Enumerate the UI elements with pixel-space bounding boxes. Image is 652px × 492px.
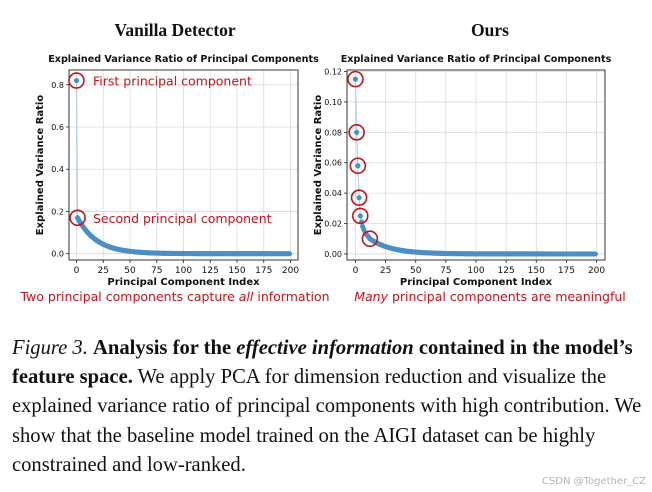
data-point	[286, 251, 293, 257]
x-tick-label: 175	[255, 266, 272, 276]
x-tick-label: 175	[558, 266, 575, 276]
caption-bold-2: contained in the model’s feature space.	[12, 337, 633, 389]
annotation-label: First principal component	[93, 74, 252, 89]
watermark: CSDN @Together_CZ	[541, 476, 646, 487]
x-tick-label: 200	[282, 266, 299, 276]
chart-panel-1: Vanilla Detector Explained Variance Ratio…	[19, 20, 329, 304]
figure-label: Figure 3.	[12, 337, 88, 359]
grid	[69, 70, 298, 260]
panel-title: Vanilla Detector	[114, 20, 236, 40]
footnote-text: principal components are meaningful	[388, 289, 626, 304]
data-point	[592, 251, 598, 257]
annotation-label: Second principal component	[93, 211, 272, 226]
x-axis-label: Principal Component Index	[107, 277, 260, 288]
y-tick-label: 0.6	[51, 123, 64, 132]
footnote-text: Two principal components capture	[19, 289, 238, 304]
data-points	[352, 76, 598, 257]
x-tick-label: 25	[380, 266, 391, 276]
y-tick-label: 0.0	[51, 250, 64, 259]
panel-footnote: Two principal components capture all inf…	[19, 289, 329, 304]
data-point	[354, 129, 360, 135]
x-tick-label: 100	[467, 266, 484, 276]
highlight-circle	[68, 72, 85, 89]
figure-caption: Figure 3. Analysis for the effective inf…	[12, 334, 642, 480]
y-tick-label: 0.4	[51, 165, 64, 174]
x-tick-label: 150	[528, 266, 545, 276]
highlight-circle	[348, 124, 365, 141]
footnote-emphasis: Many	[354, 289, 388, 304]
highlight-circle	[361, 230, 379, 248]
y-axis-label: Explained Variance Ratio	[313, 95, 324, 236]
y-tick-label: 0.04	[324, 189, 342, 198]
data-point	[352, 76, 359, 82]
y-tick-label: 0.08	[324, 128, 342, 137]
y-tick-label: 0.2	[51, 207, 64, 216]
panel-title: Ours	[471, 20, 509, 40]
caption-bold-1: Analysis for the	[93, 337, 232, 359]
panel-footnote: Many principal components are meaningful	[354, 289, 626, 304]
footnote-text: information	[253, 289, 329, 304]
x-axis-label: Principal Component Index	[400, 277, 553, 288]
x-tick-label: 150	[228, 266, 245, 276]
caption-body: We apply PCA for dimension reduction and…	[12, 366, 642, 476]
y-tick-label: 0.02	[324, 220, 342, 229]
x-tick-label: 125	[498, 266, 515, 276]
series-line	[75, 80, 290, 255]
y-tick-label: 0.12	[324, 68, 342, 77]
y-tick-label: 0.00	[324, 250, 342, 259]
x-tick-label: 200	[588, 266, 605, 276]
x-tick-label: 100	[175, 266, 192, 276]
data-point	[73, 77, 80, 84]
highlight-circle	[347, 70, 364, 88]
y-axis-label: Explained Variance Ratio	[35, 95, 46, 236]
highlight-circle	[351, 207, 369, 225]
x-tick-label: 50	[410, 266, 422, 276]
x-tick-label: 50	[124, 266, 136, 276]
highlight-circle	[350, 189, 368, 206]
x-tick-label: 75	[440, 266, 451, 276]
chart-title: Explained Variance Ratio of Principal Co…	[48, 54, 319, 65]
data-points	[73, 77, 293, 257]
x-tick-label: 0	[353, 266, 359, 276]
data-point	[356, 195, 362, 201]
grid	[347, 70, 605, 260]
x-tick-label: 125	[202, 266, 219, 276]
highlight-circle	[349, 157, 367, 175]
caption-bold-italic: effective information	[236, 337, 414, 359]
footnote-emphasis: all	[239, 289, 254, 304]
y-tick-label: 0.06	[324, 159, 342, 168]
x-tick-label: 25	[98, 266, 109, 276]
y-tick-label: 0.10	[324, 98, 342, 107]
data-point	[355, 163, 361, 169]
x-tick-label: 0	[74, 266, 80, 276]
x-tick-label: 75	[151, 266, 162, 276]
y-tick-label: 0.8	[51, 81, 64, 90]
chart-panel-2: Ours Explained Variance Ratio of Principa…	[313, 20, 626, 304]
series-line	[354, 79, 596, 255]
chart-title: Explained Variance Ratio of Principal Co…	[341, 54, 612, 65]
data-point	[357, 213, 363, 219]
highlight-circle	[69, 209, 86, 227]
